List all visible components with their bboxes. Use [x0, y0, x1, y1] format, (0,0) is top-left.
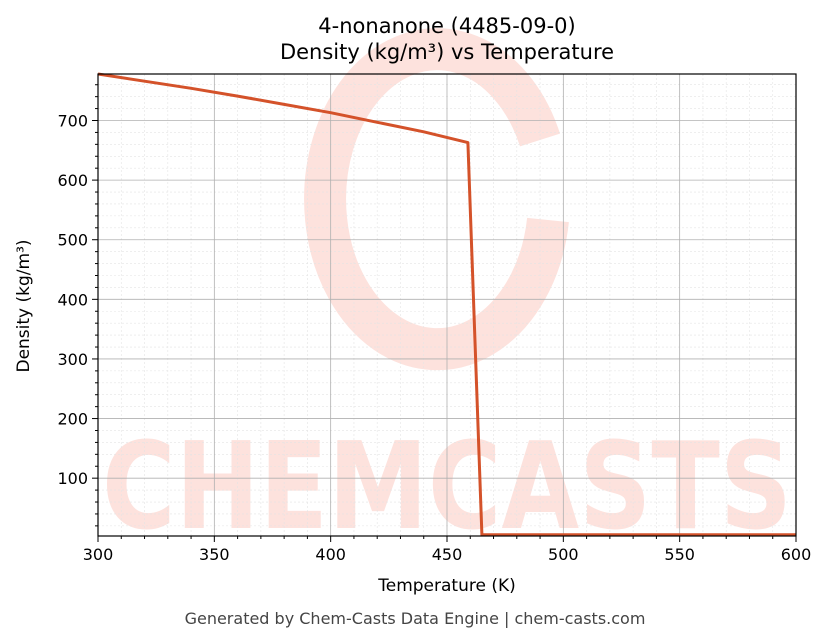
x-tick-label: 350: [199, 545, 230, 564]
y-tick-label: 300: [57, 350, 88, 369]
x-tick-label: 450: [432, 545, 463, 564]
chart-subtitle: Density (kg/m³) vs Temperature: [279, 40, 615, 64]
x-tick-label: 300: [83, 545, 114, 564]
series-layer: [97, 72, 796, 537]
chart-title: 4-nonanone (4485-09-0): [318, 14, 576, 38]
x-axis-label: Temperature (K): [378, 576, 516, 596]
x-tick-label: 400: [315, 545, 346, 564]
axis-ticks: 300 350 400 450 500 550 600 100 200 300 400 500 600 7…: [57, 84, 812, 564]
y-tick-label: 500: [57, 231, 88, 250]
y-axis-label: Density (kg/m³): [14, 239, 34, 373]
y-tick-label: 700: [57, 111, 88, 130]
major-grid: [97, 74, 797, 536]
y-tick-label: 200: [57, 410, 88, 429]
y-tick-label: 100: [57, 469, 88, 488]
x-tick-label: 500: [548, 545, 579, 564]
density-series-line: [97, 72, 796, 537]
x-tick-label: 600: [781, 545, 812, 564]
watermark-logo-arc: [304, 28, 569, 371]
footer-credit: Generated by Chem-Casts Data Engine | ch…: [184, 609, 646, 628]
y-tick-label: 600: [57, 171, 88, 190]
x-tick-label: 550: [664, 545, 695, 564]
y-tick-label: 400: [57, 290, 88, 309]
